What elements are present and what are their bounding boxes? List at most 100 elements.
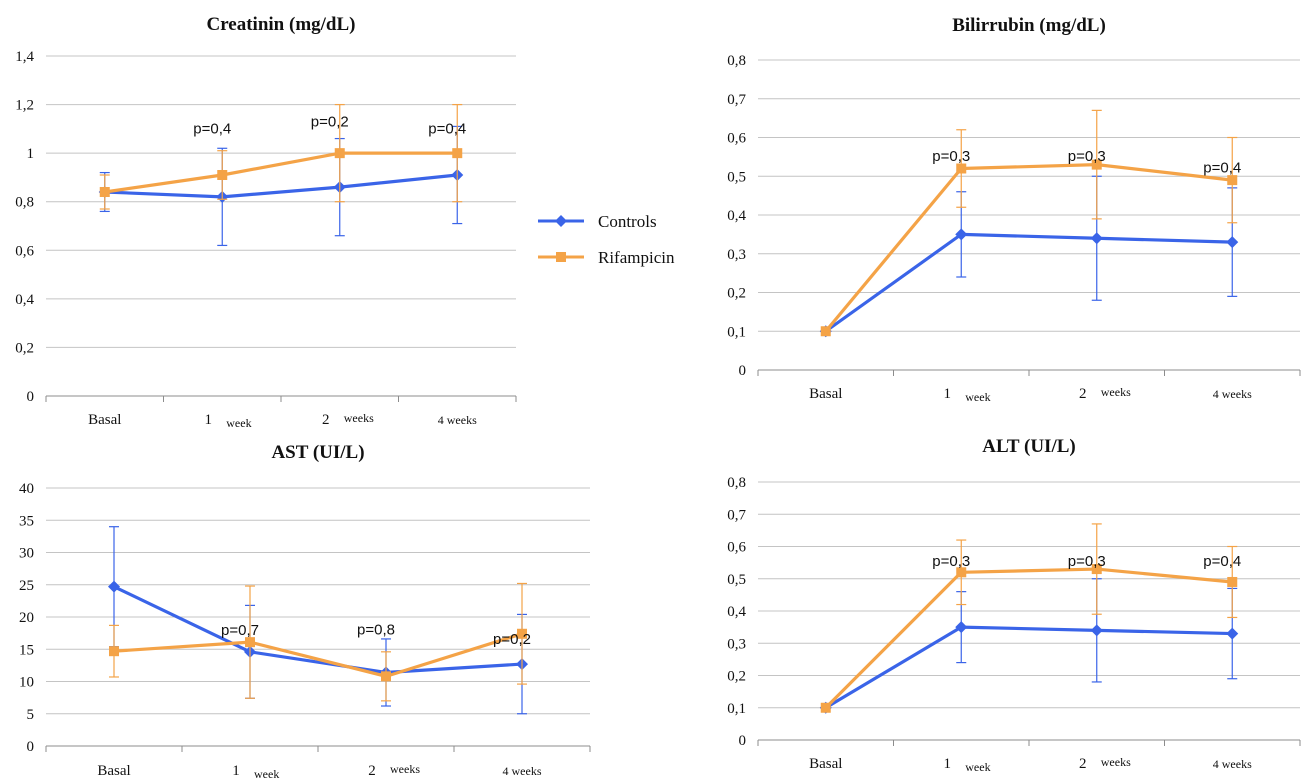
data-point-rifampicin bbox=[1091, 159, 1102, 170]
x-tick-suffix: weeks bbox=[1101, 385, 1131, 399]
p-value-annotation: p=0,3 bbox=[932, 553, 970, 570]
x-tick-label: Basal bbox=[809, 386, 842, 402]
data-point-controls bbox=[108, 580, 120, 593]
data-point-controls bbox=[1226, 627, 1239, 640]
y-tick-label: 10 bbox=[19, 675, 34, 691]
y-tick-label: 0,3 bbox=[727, 636, 746, 652]
series-rifampicin bbox=[99, 103, 463, 210]
y-tick-label: 0,2 bbox=[15, 340, 34, 356]
y-tick-label: 1 bbox=[27, 146, 35, 162]
data-point-controls bbox=[1090, 232, 1103, 245]
series-line-rifampicin bbox=[113, 632, 523, 678]
data-point-rifampicin bbox=[956, 163, 967, 174]
y-tick-label: 15 bbox=[19, 642, 34, 658]
y-tick-label: 20 bbox=[19, 610, 34, 626]
chart-title: ALT (UI/L) bbox=[982, 436, 1075, 457]
x-tick-label: Basal bbox=[97, 763, 130, 779]
x-tick-label: 1 bbox=[205, 412, 213, 428]
x-tick-label: 1 bbox=[944, 386, 952, 402]
x-tick-label: 2 bbox=[368, 763, 376, 779]
data-point-rifampicin bbox=[245, 637, 255, 648]
chart-panel-2: Bilirrubin (mg/dL) 0 0,1 0,2 0,3 0,4 0,5 0,6 0,7… bbox=[727, 15, 1301, 404]
y-tick-label: 0,8 bbox=[727, 53, 746, 69]
data-point-rifampicin bbox=[1227, 175, 1238, 186]
y-tick-label: 0,8 bbox=[15, 195, 34, 211]
p-value-annotation: p=0,4 bbox=[193, 121, 231, 138]
data-point-rifampicin bbox=[820, 702, 831, 713]
chart-title: Bilirrubin (mg/dL) bbox=[952, 15, 1106, 36]
y-tick-label: 0,4 bbox=[727, 208, 746, 224]
x-tick-suffix: week bbox=[254, 767, 279, 779]
series-controls bbox=[108, 526, 528, 715]
series-line-controls bbox=[824, 625, 1233, 710]
y-tick-label: 0,6 bbox=[15, 243, 34, 259]
x-tick-label: 2 bbox=[322, 412, 330, 428]
data-point-rifampicin bbox=[99, 187, 110, 197]
p-value-annotation: p=0,2 bbox=[493, 631, 531, 648]
series-controls bbox=[819, 578, 1239, 714]
y-tick-label: 0 bbox=[27, 389, 35, 405]
x-tick-suffix: week bbox=[226, 416, 251, 430]
y-tick-label: 1,4 bbox=[15, 49, 34, 65]
data-point-rifampicin bbox=[956, 567, 967, 578]
data-point-rifampicin bbox=[1227, 576, 1238, 587]
chart-title: AST (UI/L) bbox=[271, 442, 364, 463]
y-tick-label: 0,2 bbox=[727, 286, 746, 302]
p-value-annotation: p=0,2 bbox=[311, 113, 349, 130]
data-point-controls bbox=[1090, 624, 1103, 637]
y-tick-label: 0,7 bbox=[727, 507, 746, 523]
legend-item-controls: Controls bbox=[538, 212, 657, 231]
legend-label-controls: Controls bbox=[598, 212, 657, 231]
x-tick-label: 2 bbox=[1079, 386, 1087, 402]
series-line-controls bbox=[104, 173, 458, 199]
y-tick-label: 0,5 bbox=[727, 169, 746, 185]
p-value-annotation: p=0,4 bbox=[428, 121, 466, 138]
chart-panel-3: AST (UI/L) 0 5 10 15 20 25 30 35 40 Basal 1 week 2 wee… bbox=[19, 442, 591, 779]
y-tick-label: 25 bbox=[19, 578, 34, 594]
x-tick-suffix: weeks bbox=[390, 762, 420, 776]
x-tick-suffix: week bbox=[965, 390, 990, 404]
series-line-controls bbox=[824, 232, 1233, 333]
legend: Controls Rifampicin bbox=[538, 212, 675, 267]
y-tick-label: 5 bbox=[27, 707, 35, 723]
y-tick-label: 0,6 bbox=[727, 540, 746, 556]
p-value-annotation: p=0,8 bbox=[357, 621, 395, 638]
y-tick-label: 30 bbox=[19, 546, 34, 562]
x-tick-suffix: week bbox=[965, 760, 990, 774]
series-rifampicin bbox=[109, 582, 527, 702]
series-line-rifampicin bbox=[824, 567, 1233, 709]
legend-label-rifampicin: Rifampicin bbox=[598, 248, 675, 267]
y-tick-label: 40 bbox=[19, 481, 34, 497]
data-point-controls bbox=[955, 228, 968, 241]
x-tick-suffix: weeks bbox=[344, 411, 374, 425]
p-value-annotation: p=0,4 bbox=[1203, 553, 1241, 570]
legend-marker-controls bbox=[555, 215, 567, 227]
y-tick-label: 0 bbox=[27, 739, 35, 755]
y-tick-label: 0,1 bbox=[727, 701, 746, 717]
p-value-annotation: p=0,7 bbox=[221, 622, 259, 639]
series-rifampicin bbox=[820, 109, 1238, 337]
data-point-rifampicin bbox=[452, 148, 463, 159]
x-tick-label: 4 weeks bbox=[1213, 387, 1252, 401]
chart-title: Creatinin (mg/dL) bbox=[206, 14, 355, 35]
y-tick-label: 0 bbox=[739, 363, 747, 379]
chart-panel-4: ALT (UI/L) 0 0,1 0,2 0,3 0,4 0,5 0,6 0,7 0,8 Basal… bbox=[727, 436, 1301, 774]
data-point-rifampicin bbox=[109, 646, 119, 657]
series-line-rifampicin bbox=[824, 163, 1233, 333]
y-tick-label: 0,8 bbox=[727, 475, 746, 491]
y-tick-label: 0,1 bbox=[727, 324, 746, 340]
x-tick-label: 1 bbox=[232, 763, 240, 779]
x-tick-label: 1 bbox=[944, 756, 952, 772]
y-tick-label: 0,4 bbox=[15, 292, 34, 308]
y-tick-label: 0,2 bbox=[727, 669, 746, 685]
y-tick-label: 0,3 bbox=[727, 247, 746, 263]
data-point-controls bbox=[1226, 236, 1239, 249]
y-tick-label: 35 bbox=[19, 513, 34, 529]
chart-panel-1: Creatinin (mg/dL) 0 0,2 0,4 0,6 0,8 1 1,2 1,4 Bas… bbox=[15, 14, 517, 430]
y-tick-label: 0,4 bbox=[727, 604, 746, 620]
x-tick-label: 4 weeks bbox=[438, 413, 477, 427]
data-point-rifampicin bbox=[381, 671, 391, 682]
series-rifampicin bbox=[820, 523, 1238, 713]
legend-marker-rifampicin bbox=[556, 252, 566, 262]
